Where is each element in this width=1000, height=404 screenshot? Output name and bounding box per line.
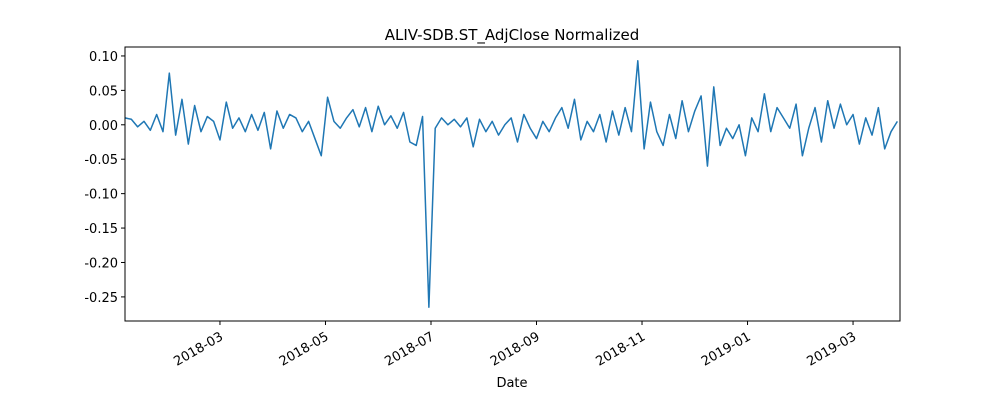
y-tick-label: 0.05 [89, 84, 118, 99]
line-series [124, 60, 898, 308]
plot-frame [124, 46, 901, 322]
y-tick-label: 0.00 [89, 119, 118, 134]
y-tick-label: -0.10 [84, 188, 118, 203]
y-tick-label: -0.20 [84, 256, 118, 271]
y-tick-label: -0.25 [84, 291, 118, 306]
chart-title: ALIV-SDB.ST_AdjClose Normalized [385, 26, 640, 45]
y-tick-label: 0.10 [89, 50, 118, 65]
x-axis-label: Date [496, 376, 527, 391]
y-tick-label: -0.15 [84, 222, 118, 237]
y-tick-label: -0.05 [84, 153, 118, 168]
